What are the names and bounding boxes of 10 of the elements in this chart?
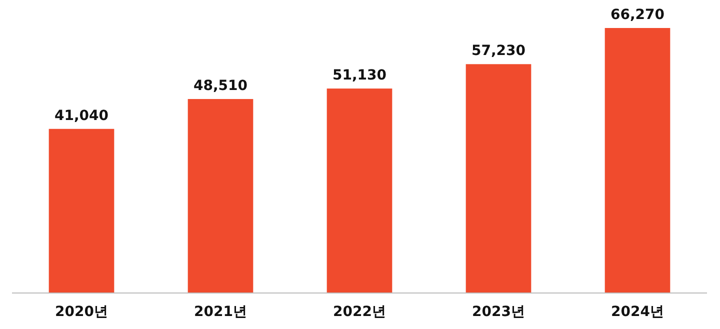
data-label: 41,040 (54, 108, 109, 124)
x-tick-label: 2021년 (194, 304, 247, 320)
data-label: 48,510 (193, 78, 248, 94)
x-tick-label: 2023년 (472, 304, 525, 320)
data-label: 51,130 (332, 68, 387, 84)
data-label: 57,230 (471, 43, 526, 60)
x-tick-label: 2020년 (55, 304, 108, 320)
data-label: 66,270 (610, 7, 665, 23)
x-tick-label: 2022년 (333, 304, 386, 320)
x-tick-label: 2024년 (611, 304, 664, 320)
